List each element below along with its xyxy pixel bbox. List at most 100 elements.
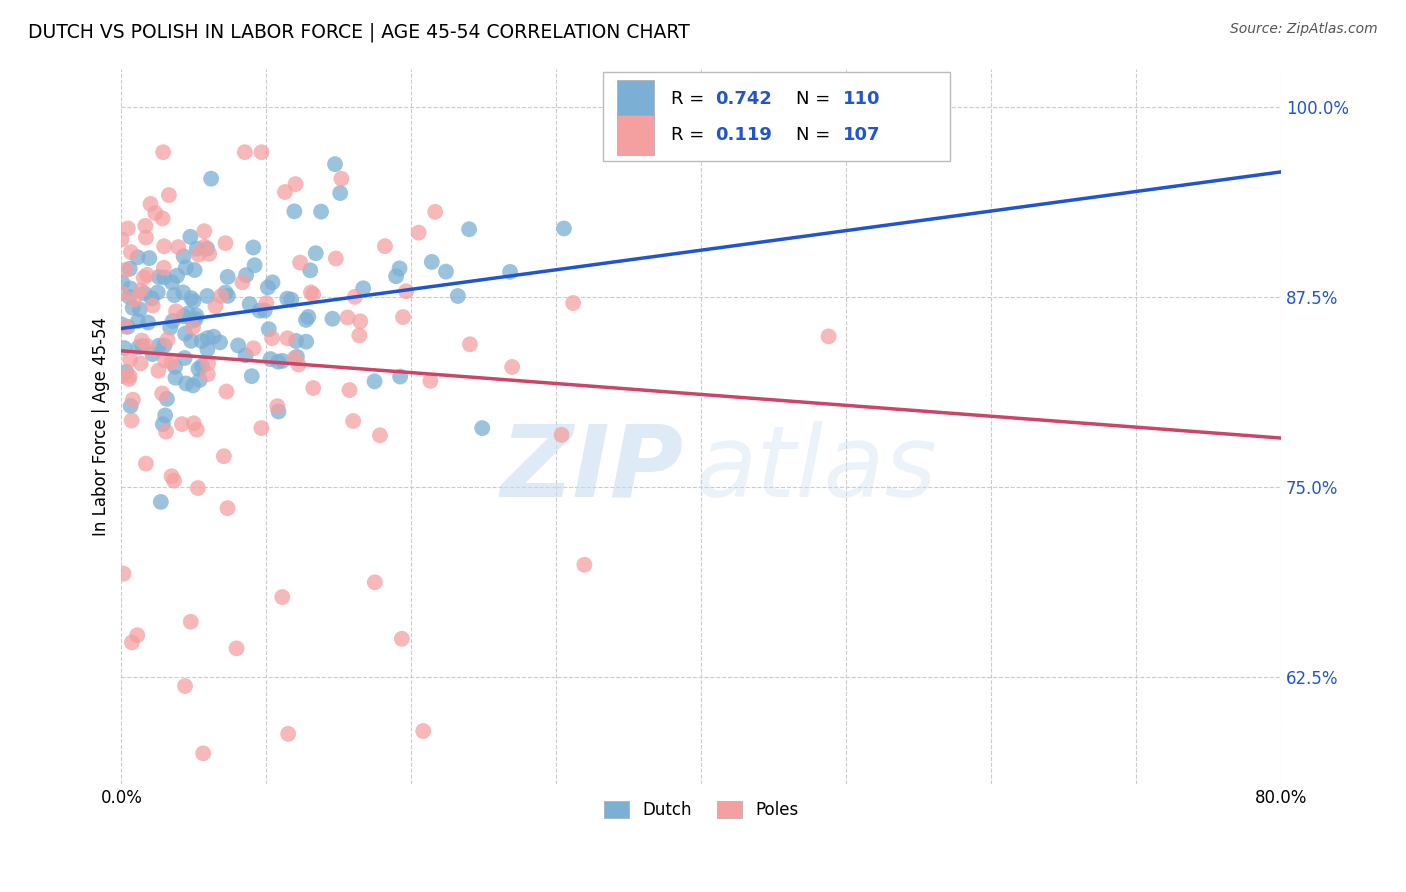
Point: [122, 392, 145, 407]
Point: [165, 370, 187, 384]
Point: [471, 421, 494, 435]
Point: [195, 343, 218, 357]
Point: [550, 428, 572, 442]
Point: [148, 270, 170, 285]
Point: [266, 399, 288, 413]
Point: [239, 297, 262, 311]
Point: [136, 339, 159, 353]
Point: [368, 428, 391, 442]
Point: [152, 417, 174, 432]
Point: [209, 289, 232, 303]
Y-axis label: In Labor Force | Age 45-54: In Labor Force | Age 45-54: [93, 317, 110, 535]
Point: [174, 376, 197, 391]
Point: [121, 301, 143, 315]
Point: [352, 281, 374, 295]
Point: [250, 421, 273, 435]
Point: [191, 359, 214, 373]
Point: [240, 369, 263, 384]
Point: [277, 331, 299, 345]
Point: [305, 246, 328, 260]
Point: [134, 286, 156, 301]
Point: [188, 373, 211, 387]
Point: [271, 354, 294, 368]
Point: [127, 250, 149, 264]
Point: [135, 457, 157, 471]
Point: [499, 265, 522, 279]
Point: [121, 635, 143, 649]
Point: [110, 318, 132, 332]
Point: [117, 221, 139, 235]
Point: [302, 381, 325, 395]
Point: [167, 240, 190, 254]
Point: [181, 314, 204, 328]
Point: [262, 331, 284, 345]
Point: [197, 368, 219, 382]
Text: Source: ZipAtlas.com: Source: ZipAtlas.com: [1230, 22, 1378, 37]
Point: [323, 157, 346, 171]
Point: [136, 268, 159, 282]
Point: [249, 303, 271, 318]
Point: [385, 269, 408, 284]
Point: [172, 285, 194, 300]
Point: [321, 311, 343, 326]
Point: [253, 303, 276, 318]
Point: [153, 239, 176, 253]
Point: [217, 501, 239, 516]
Point: [153, 260, 176, 275]
Point: [501, 359, 523, 374]
Point: [129, 284, 152, 298]
Point: [173, 309, 195, 323]
Point: [157, 188, 180, 202]
Point: [156, 392, 179, 406]
Point: [136, 316, 159, 330]
Point: [284, 177, 307, 191]
Point: [817, 329, 839, 343]
Point: [165, 359, 187, 374]
Point: [153, 338, 176, 352]
Point: [195, 242, 218, 256]
Point: [111, 276, 134, 290]
Point: [138, 251, 160, 265]
Text: 110: 110: [842, 90, 880, 108]
Point: [183, 417, 205, 431]
Point: [131, 339, 153, 353]
Point: [420, 255, 443, 269]
Point: [295, 334, 318, 349]
Point: [458, 337, 481, 351]
Point: [262, 276, 284, 290]
Point: [110, 232, 132, 246]
Point: [143, 206, 166, 220]
Point: [150, 386, 173, 401]
Point: [184, 312, 207, 326]
Point: [408, 226, 430, 240]
Point: [186, 309, 208, 323]
Point: [135, 230, 157, 244]
Point: [363, 375, 385, 389]
Point: [336, 310, 359, 325]
Point: [142, 299, 165, 313]
Point: [193, 224, 215, 238]
Point: [364, 575, 387, 590]
Text: R =: R =: [671, 126, 716, 144]
Point: [173, 351, 195, 365]
Point: [166, 268, 188, 283]
Point: [153, 270, 176, 285]
Text: DUTCH VS POLISH IN LABOR FORCE | AGE 45-54 CORRELATION CHART: DUTCH VS POLISH IN LABOR FORCE | AGE 45-…: [28, 22, 690, 42]
Point: [195, 289, 218, 303]
Point: [343, 290, 366, 304]
Point: [215, 384, 238, 399]
Point: [212, 449, 235, 463]
Point: [242, 240, 264, 254]
Point: [118, 261, 141, 276]
Point: [243, 258, 266, 272]
Point: [447, 289, 470, 303]
Point: [208, 335, 231, 350]
Point: [186, 423, 208, 437]
Point: [231, 275, 253, 289]
Point: [153, 409, 176, 423]
Point: [419, 374, 441, 388]
Point: [146, 285, 169, 300]
Point: [197, 331, 219, 345]
Point: [132, 270, 155, 285]
Point: [141, 347, 163, 361]
